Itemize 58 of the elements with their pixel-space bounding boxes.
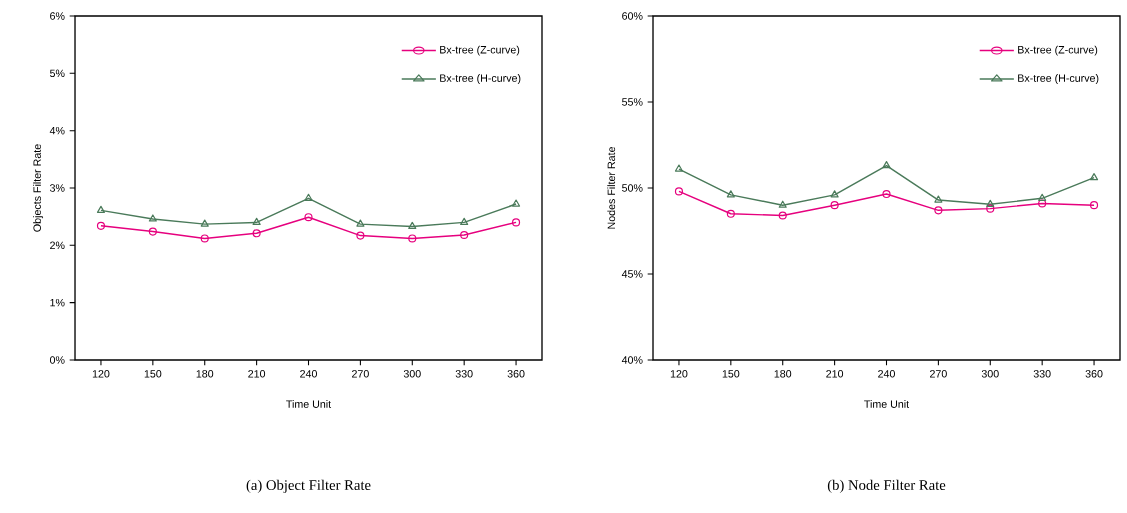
y-tick-label: 50% xyxy=(622,184,643,192)
x-axis-title: Time Unit xyxy=(864,400,910,408)
point xyxy=(830,201,839,210)
text: (a) Object Filter Rate xyxy=(246,479,371,493)
x-tick-label: 240 xyxy=(300,370,317,378)
point xyxy=(1038,199,1047,208)
point xyxy=(778,200,787,208)
x-tick-label: 270 xyxy=(930,370,947,378)
point xyxy=(1089,173,1099,181)
y-tick-label: 4% xyxy=(49,126,65,135)
x-tick-label: 150 xyxy=(144,370,162,378)
x-tick-label: 210 xyxy=(826,370,844,378)
legend-label: Bx-tree (H-curve) xyxy=(1018,74,1099,85)
x-axis-title: Time Unit xyxy=(286,400,332,408)
point xyxy=(726,190,735,198)
x-tick-label: 300 xyxy=(981,370,999,378)
y-tick-label: 6% xyxy=(50,12,65,20)
y-tick-label: 45% xyxy=(621,270,643,278)
y-axis-title: Nodes Filter Rate xyxy=(607,146,616,229)
point xyxy=(674,187,684,196)
x-tick-label: 330 xyxy=(455,370,473,378)
x-tick-label: 270 xyxy=(352,370,369,378)
y-tick-label: 0% xyxy=(49,356,65,364)
x-tick-label: 330 xyxy=(1033,370,1051,378)
x-tick-label: 180 xyxy=(196,370,214,378)
y-tick-label: 1% xyxy=(50,298,65,307)
text: (b) Node Filter Rate xyxy=(827,479,946,493)
y-tick-label: 40% xyxy=(621,356,643,364)
point xyxy=(882,189,891,199)
x-tick-label: 180 xyxy=(774,370,792,378)
y-tick-label: 55% xyxy=(622,98,643,106)
legend-label: Bx-tree (Z-curve) xyxy=(440,45,520,56)
y-tick-label: 60% xyxy=(622,12,643,20)
point xyxy=(934,195,943,203)
y-axis-title: Objects Filter Rate xyxy=(33,144,44,232)
point xyxy=(726,209,735,218)
y-tick-label: 3% xyxy=(49,184,65,192)
point xyxy=(934,206,943,215)
x-tick-label: 300 xyxy=(403,370,421,378)
x-tick-label: 210 xyxy=(248,370,266,378)
y-tick-label: 5% xyxy=(49,69,65,78)
point xyxy=(1038,193,1047,201)
point xyxy=(986,204,995,213)
point xyxy=(830,190,839,198)
point xyxy=(778,211,787,220)
legend-label: Bx-tree (Z-curve) xyxy=(1018,45,1098,56)
point xyxy=(882,161,891,169)
x-tick-label: 120 xyxy=(670,370,688,378)
point xyxy=(674,164,684,172)
x-tick-label: 360 xyxy=(1085,370,1103,378)
x-tick-label: 120 xyxy=(92,370,110,378)
point xyxy=(986,199,995,207)
x-tick-label: 240 xyxy=(878,370,895,378)
legend-label: Bx-tree (H-curve) xyxy=(440,74,521,85)
x-tick-label: 360 xyxy=(507,370,525,378)
x-tick-label: 150 xyxy=(722,370,740,378)
y-tick-label: 2% xyxy=(50,241,65,250)
point xyxy=(1089,201,1099,210)
